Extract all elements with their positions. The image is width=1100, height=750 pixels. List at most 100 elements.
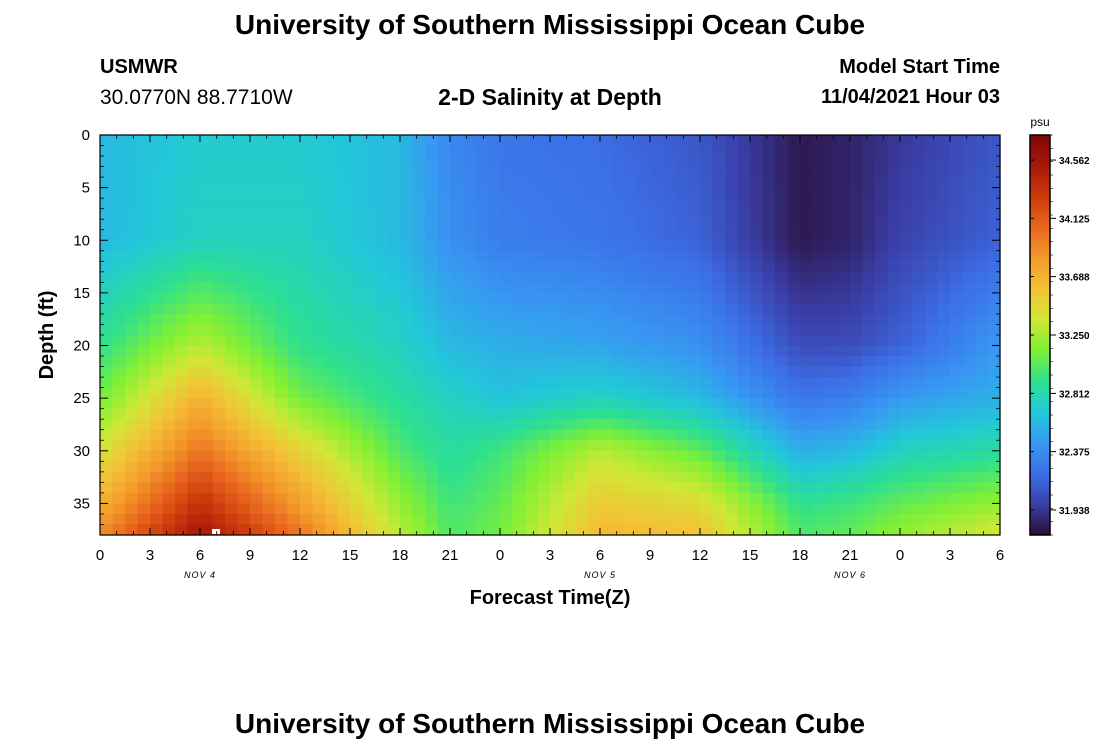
heatmap-cell [237, 471, 251, 483]
heatmap-cell [937, 135, 951, 147]
heatmap-cell [150, 282, 164, 294]
heatmap-cell [775, 429, 789, 441]
heatmap-cell [812, 513, 826, 526]
heatmap-cell [350, 166, 364, 178]
heatmap-cell [975, 503, 989, 515]
heatmap-cell [500, 145, 514, 157]
heatmap-cell [550, 240, 564, 252]
heatmap-cell [437, 492, 451, 505]
heatmap-cell [462, 345, 476, 357]
heatmap-cell [775, 335, 789, 347]
heatmap-cell [437, 513, 451, 526]
heatmap-cell [675, 524, 689, 536]
heatmap-cell [100, 292, 114, 305]
heatmap-cell [187, 450, 201, 462]
heatmap-cell [450, 377, 464, 389]
heatmap-cell [412, 366, 426, 378]
heatmap-cell [687, 366, 701, 378]
heatmap-cell [350, 503, 364, 515]
heatmap-cell [175, 387, 189, 399]
heatmap-cell [925, 219, 939, 231]
x-tick-label: 21 [842, 547, 859, 564]
heatmap-cell [762, 219, 776, 231]
heatmap-cell [712, 398, 726, 410]
heatmap-cell [350, 366, 364, 378]
heatmap-cell [425, 198, 439, 210]
heatmap-cell [862, 492, 876, 505]
heatmap-cell [600, 187, 614, 199]
heatmap-cell [787, 261, 801, 273]
heatmap-cell [112, 513, 126, 526]
heatmap-cell [400, 313, 414, 326]
y-tick-label: 10 [73, 232, 90, 249]
heatmap-cell [862, 419, 876, 431]
heatmap-cell [500, 198, 514, 210]
heatmap-cell [837, 271, 851, 283]
heatmap-cell [475, 313, 489, 326]
heatmap-cell [550, 219, 564, 231]
heatmap-cell [225, 524, 239, 536]
model-start-value: 11/04/2021 Hour 03 [820, 86, 1000, 108]
heatmap-cell [625, 303, 639, 315]
heatmap-cell [537, 366, 551, 378]
heatmap-cell [125, 313, 139, 326]
heatmap-cell [612, 450, 626, 462]
heatmap-cell [700, 250, 714, 262]
heatmap-cell [312, 482, 326, 494]
heatmap-cell [550, 440, 564, 452]
heatmap-cell [337, 429, 351, 441]
heatmap-cell [325, 345, 339, 357]
heatmap-cell [437, 366, 451, 378]
heatmap-cell [512, 271, 526, 283]
heatmap-cell [637, 313, 651, 326]
heatmap-cell [575, 419, 589, 431]
heatmap-cell [762, 187, 776, 199]
heatmap-cell [425, 271, 439, 283]
heatmap-cell [537, 303, 551, 315]
heatmap-cell [437, 440, 451, 452]
heatmap-cell [825, 292, 839, 305]
heatmap-cell [675, 366, 689, 378]
heatmap-cell [212, 187, 226, 199]
heatmap-cell [450, 240, 464, 252]
heatmap-cell [487, 450, 501, 462]
heatmap-cell [475, 324, 489, 336]
heatmap-cell [525, 229, 539, 241]
heatmap-cell [537, 482, 551, 494]
heatmap-cell [362, 177, 376, 189]
heatmap-cell [262, 387, 276, 399]
heatmap-cell [237, 335, 251, 347]
heatmap-cell [562, 261, 576, 273]
heatmap-cell [575, 282, 589, 294]
heatmap-cell [312, 187, 326, 199]
heatmap-cell [712, 303, 726, 315]
heatmap-cell [775, 366, 789, 378]
heatmap-cell [725, 482, 739, 494]
heatmap-cell [825, 219, 839, 231]
heatmap-cell [850, 313, 864, 326]
heatmap-cell [825, 313, 839, 326]
heatmap-cell [562, 387, 576, 399]
heatmap-cell [575, 429, 589, 441]
heatmap-cell [950, 335, 964, 347]
heatmap-cell [537, 471, 551, 483]
heatmap-cell [325, 229, 339, 241]
heatmap-cell [987, 198, 1001, 210]
heatmap-cell [725, 303, 739, 315]
heatmap-cell [887, 282, 901, 294]
heatmap-cell [862, 198, 876, 210]
heatmap-cell [962, 377, 976, 389]
heatmap-cell [800, 145, 814, 157]
heatmap-cell [162, 166, 176, 178]
heatmap-cell [237, 219, 251, 231]
heatmap-cell [350, 408, 364, 420]
heatmap-cell [187, 461, 201, 473]
heatmap-cell [937, 271, 951, 283]
heatmap-cell [250, 503, 264, 515]
heatmap-cell [337, 282, 351, 294]
heatmap-cell [837, 324, 851, 336]
heatmap-cell [400, 198, 414, 210]
heatmap-cell [212, 303, 226, 315]
heatmap-cell [287, 166, 301, 178]
heatmap-cell [412, 503, 426, 515]
